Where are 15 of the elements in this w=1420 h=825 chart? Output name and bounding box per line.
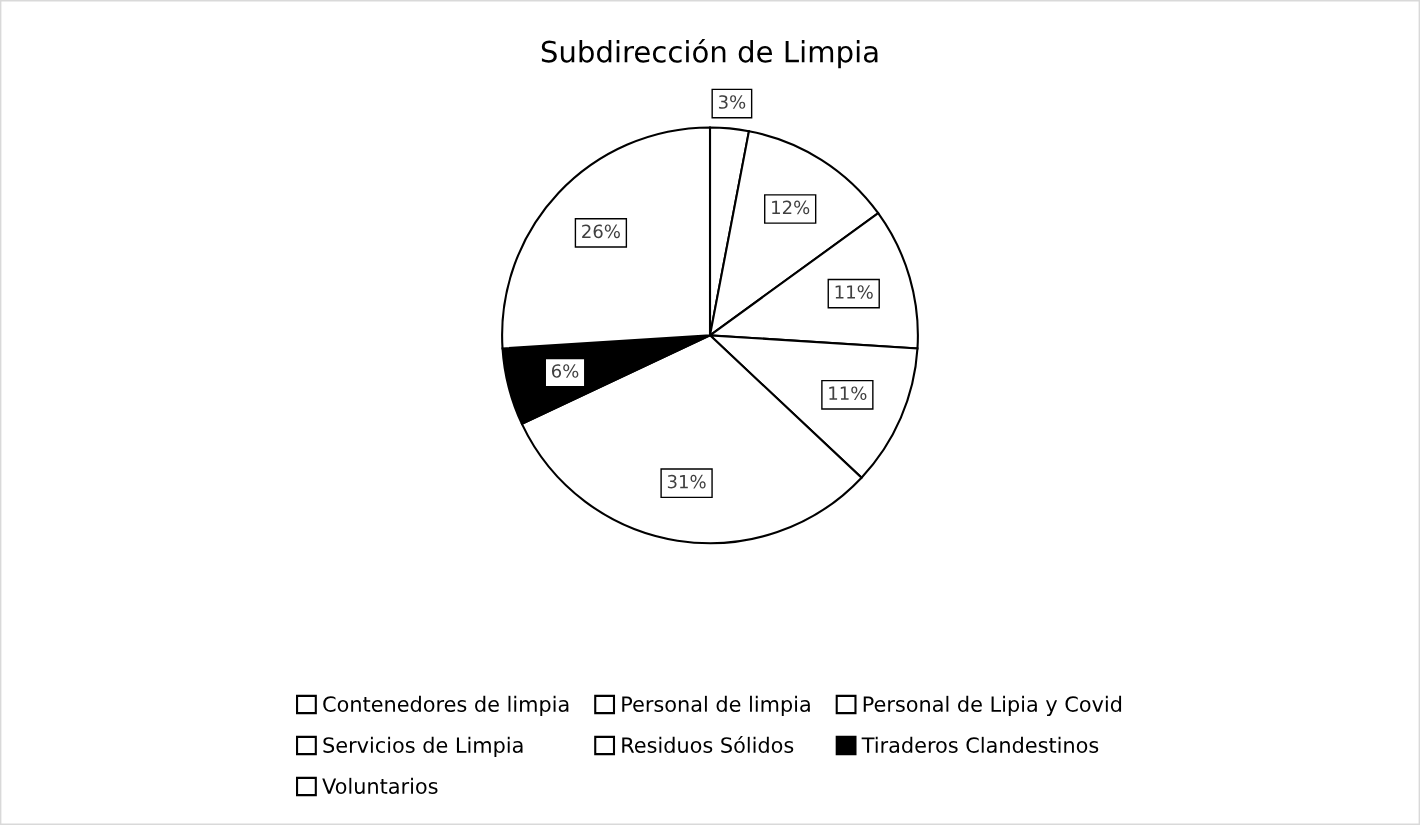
data-label: 3% [718, 95, 746, 109]
legend-label: Personal de limpia [622, 695, 810, 716]
data-label: 11% [829, 386, 867, 401]
legend-label: Tiraderos Clandestinos [861, 736, 1099, 753]
legend-label: Contenedores de limpia [323, 695, 569, 716]
legend-label: Personal de Lipia y Covid [863, 695, 1122, 716]
chart-title: Subdirección de Limpia [541, 38, 878, 69]
data-label: 31% [667, 474, 706, 489]
legend-label: Residuos Sólidos [622, 736, 794, 753]
data-label: 26% [582, 224, 620, 239]
data-label: 6% [551, 364, 579, 378]
legend-label: Voluntarios [322, 777, 438, 794]
data-label: 12% [772, 200, 810, 215]
legend-label: Servicios de Limpia [323, 736, 523, 757]
data-label: 11% [835, 285, 873, 299]
